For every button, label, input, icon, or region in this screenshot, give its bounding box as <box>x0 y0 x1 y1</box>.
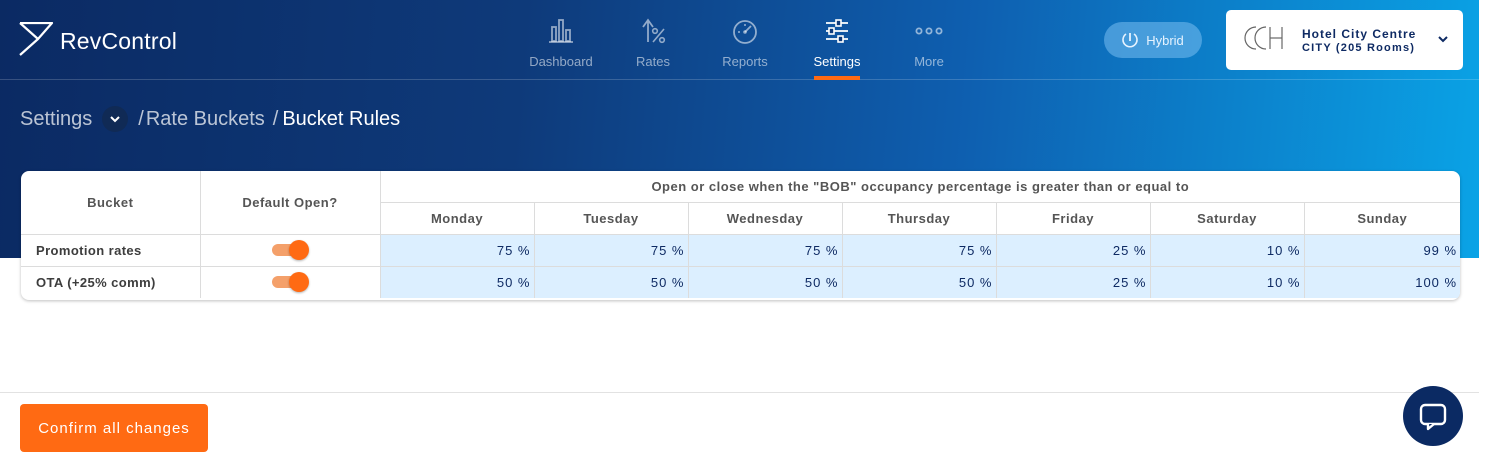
nav-settings[interactable]: Settings <box>791 0 883 80</box>
nav-reports-label: Reports <box>722 54 768 69</box>
header-occupancy-group: Open or close when the "BOB" occupancy p… <box>380 171 1460 203</box>
nav-reports[interactable]: Reports <box>699 0 791 80</box>
nav-more-label: More <box>914 54 944 69</box>
nav-dashboard[interactable]: Dashboard <box>515 0 607 80</box>
rates-percent-icon <box>642 18 666 44</box>
breadcrumb-rate-buckets[interactable]: Rate Buckets <box>145 107 265 130</box>
default-open-toggle[interactable] <box>270 272 310 293</box>
nav-more[interactable]: More <box>883 0 975 80</box>
header-day: Sunday <box>1304 202 1460 235</box>
hotel-subtitle: CITY (205 Rooms) <box>1302 41 1416 54</box>
main-nav: Dashboard Rates Repor <box>515 0 975 80</box>
header-day: Monday <box>380 202 535 235</box>
header-day: Wednesday <box>688 202 843 235</box>
gauge-needle-icon <box>1122 33 1138 48</box>
chevron-down-icon <box>110 116 120 123</box>
hybrid-mode-button[interactable]: Hybrid <box>1104 22 1202 58</box>
brand-name: RevControl <box>60 28 178 54</box>
brand-logo[interactable]: RevControl <box>18 21 178 61</box>
nav-rates-label: Rates <box>636 54 670 69</box>
top-bar: RevControl Dashboard Rates <box>0 0 1479 80</box>
breadcrumb-separator: / <box>272 107 279 130</box>
breadcrumb: Settings / Rate Buckets / Bucket Rules <box>20 106 400 132</box>
revcontrol-logo-icon <box>18 21 54 61</box>
header-bucket: Bucket <box>21 171 201 235</box>
breadcrumb-separator: / <box>138 107 144 130</box>
breadcrumb-bucket-rules: Bucket Rules <box>282 107 401 130</box>
footer-divider <box>0 392 1479 393</box>
header-day: Thursday <box>842 202 997 235</box>
hybrid-label: Hybrid <box>1146 32 1184 48</box>
gauge-icon <box>733 20 757 44</box>
occupancy-threshold-cell[interactable]: 10 % <box>1150 234 1305 267</box>
bucket-rules-table-card: Bucket Default Open? Open or close when … <box>21 171 1460 300</box>
occupancy-threshold-cell[interactable]: 75 % <box>842 234 997 267</box>
more-dots-icon <box>915 27 943 35</box>
default-open-toggle[interactable] <box>270 240 310 260</box>
table-row: OTA (+25% comm) 50 % 50 % 50 % 50 % 25 %… <box>21 266 1460 298</box>
occupancy-threshold-cell[interactable]: 50 % <box>380 266 535 298</box>
header-day: Friday <box>996 202 1151 235</box>
occupancy-threshold-cell[interactable]: 100 % <box>1304 266 1460 298</box>
occupancy-threshold-cell[interactable]: 25 % <box>996 266 1151 298</box>
occupancy-threshold-cell[interactable]: 99 % <box>1304 234 1460 267</box>
occupancy-threshold-cell[interactable]: 50 % <box>842 266 997 298</box>
occupancy-threshold-cell[interactable]: 50 % <box>688 266 843 298</box>
table-row: Promotion rates 75 % 75 % 75 % 75 % 25 %… <box>21 234 1460 267</box>
bucket-name: OTA (+25% comm) <box>21 266 201 298</box>
header-default-open: Default Open? <box>200 171 381 235</box>
chat-button[interactable] <box>1403 386 1463 446</box>
occupancy-threshold-cell[interactable]: 75 % <box>688 234 843 267</box>
breadcrumb-dropdown-button[interactable] <box>102 106 129 132</box>
occupancy-threshold-cell[interactable]: 10 % <box>1150 266 1305 298</box>
sliders-icon <box>826 19 848 43</box>
hotel-selector[interactable]: Hotel City Centre CITY (205 Rooms) <box>1226 10 1463 70</box>
nav-settings-label: Settings <box>813 54 861 69</box>
hotel-name: Hotel City Centre <box>1302 26 1417 41</box>
chevron-down-icon <box>1437 32 1449 50</box>
occupancy-threshold-cell[interactable]: 25 % <box>996 234 1151 267</box>
header-day: Saturday <box>1150 202 1305 235</box>
hotel-logo-icon <box>1240 21 1286 60</box>
header-day: Tuesday <box>534 202 689 235</box>
breadcrumb-settings[interactable]: Settings <box>20 107 93 130</box>
default-open-cell <box>200 266 381 298</box>
nav-rates[interactable]: Rates <box>607 0 699 80</box>
occupancy-threshold-cell[interactable]: 50 % <box>534 266 689 298</box>
confirm-all-changes-button[interactable]: Confirm all changes <box>20 404 208 452</box>
bucket-name: Promotion rates <box>21 234 201 267</box>
nav-dashboard-label: Dashboard <box>529 54 593 69</box>
bucket-rules-table: Bucket Default Open? Open or close when … <box>21 171 1460 298</box>
occupancy-threshold-cell[interactable]: 75 % <box>380 234 535 267</box>
bar-chart-icon <box>549 19 573 43</box>
occupancy-threshold-cell[interactable]: 75 % <box>534 234 689 267</box>
chat-bubble-icon <box>1419 403 1447 431</box>
default-open-cell <box>200 234 381 267</box>
